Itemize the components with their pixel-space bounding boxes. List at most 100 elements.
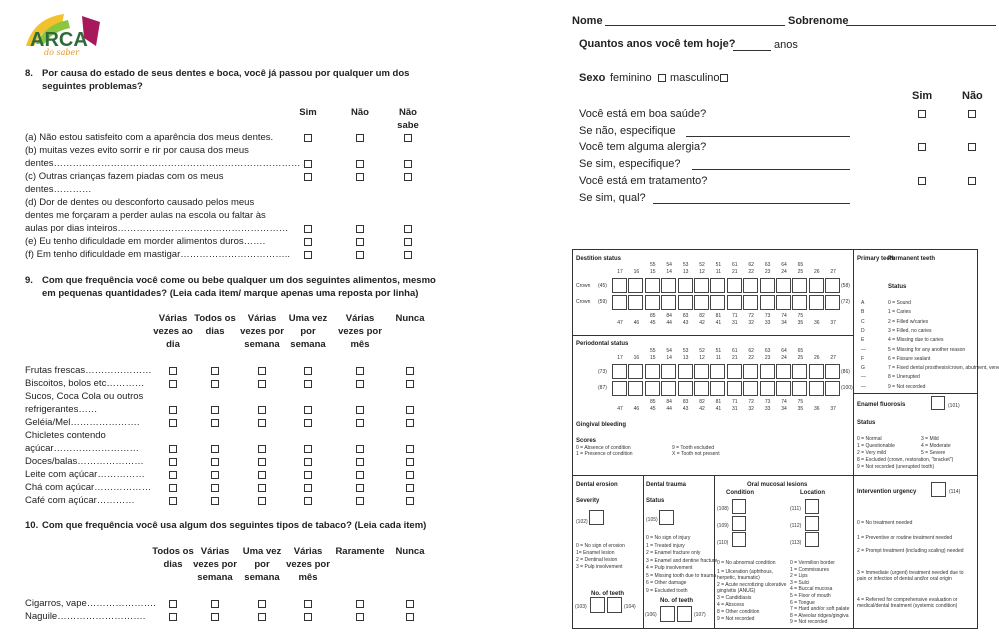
tooth-input-box[interactable]	[661, 294, 677, 310]
checkbox[interactable]	[356, 419, 364, 427]
feminino-checkbox[interactable]	[658, 74, 666, 82]
checkbox[interactable]	[304, 484, 312, 492]
location-input-box[interactable]	[805, 515, 819, 531]
tooth-count-box[interactable]	[590, 597, 605, 613]
checkbox[interactable]	[304, 445, 312, 453]
checkbox[interactable]	[404, 160, 412, 168]
checkbox[interactable]	[406, 600, 414, 608]
checkbox[interactable]	[406, 380, 414, 388]
checkbox[interactable]	[356, 225, 364, 233]
location-input-box[interactable]	[805, 499, 819, 514]
checkbox[interactable]	[356, 160, 364, 168]
checkbox[interactable]	[169, 600, 177, 608]
tooth-input-box[interactable]	[612, 380, 627, 396]
checkbox[interactable]	[304, 613, 312, 621]
sobrenome-field[interactable]	[846, 13, 996, 26]
checkbox[interactable]	[258, 497, 266, 505]
condition-input-box[interactable]	[732, 515, 746, 531]
checkbox[interactable]	[404, 173, 412, 181]
tooth-input-box[interactable]	[759, 380, 775, 396]
tooth-input-box[interactable]	[743, 294, 759, 310]
checkbox[interactable]	[169, 419, 177, 427]
checkbox[interactable]	[258, 380, 266, 388]
checkbox[interactable]	[211, 406, 219, 414]
checkbox[interactable]	[211, 367, 219, 375]
tooth-input-box[interactable]	[825, 364, 841, 379]
checkbox[interactable]	[356, 600, 364, 608]
condition-input-box[interactable]	[732, 532, 746, 547]
checkbox[interactable]	[356, 458, 364, 466]
checkbox[interactable]	[211, 458, 219, 466]
tooth-input-box[interactable]	[628, 380, 644, 396]
sim-checkbox[interactable]	[918, 176, 926, 185]
checkbox[interactable]	[211, 613, 219, 621]
tooth-input-box[interactable]	[628, 278, 644, 293]
checkbox[interactable]	[304, 251, 312, 259]
answer-field[interactable]	[686, 124, 850, 137]
tooth-input-box[interactable]	[759, 364, 775, 379]
checkbox[interactable]	[258, 471, 266, 479]
tooth-input-box[interactable]	[644, 294, 660, 310]
checkbox[interactable]	[356, 134, 364, 142]
checkbox[interactable]	[304, 134, 312, 142]
tooth-input-box[interactable]	[612, 278, 627, 293]
tooth-input-box[interactable]	[694, 278, 709, 293]
masculino-checkbox[interactable]	[720, 74, 728, 82]
checkbox[interactable]	[356, 238, 364, 246]
tooth-input-box[interactable]	[694, 380, 709, 396]
tooth-input-box[interactable]	[726, 364, 742, 379]
checkbox[interactable]	[304, 497, 312, 505]
tooth-input-box[interactable]	[825, 294, 841, 310]
tooth-input-box[interactable]	[776, 278, 791, 293]
tooth-input-box[interactable]	[743, 364, 759, 379]
tooth-count-box[interactable]	[677, 606, 692, 622]
tooth-input-box[interactable]	[677, 294, 693, 310]
answer-field[interactable]	[692, 157, 850, 171]
checkbox[interactable]	[211, 471, 219, 479]
checkbox[interactable]	[169, 497, 177, 505]
tooth-input-box[interactable]	[825, 278, 841, 293]
tooth-input-box[interactable]	[677, 278, 693, 293]
tooth-input-box[interactable]	[808, 278, 824, 293]
checkbox[interactable]	[406, 613, 414, 621]
tooth-input-box[interactable]	[776, 364, 791, 379]
sim-checkbox[interactable]	[918, 110, 926, 118]
checkbox[interactable]	[356, 471, 364, 479]
checkbox[interactable]	[356, 497, 364, 505]
age-field[interactable]	[733, 38, 771, 51]
trauma-input-box[interactable]	[659, 510, 674, 525]
checkbox[interactable]	[406, 367, 414, 375]
location-input-box[interactable]	[805, 532, 819, 547]
checkbox[interactable]	[304, 600, 312, 608]
checkbox[interactable]	[304, 419, 312, 427]
checkbox[interactable]	[304, 173, 312, 181]
tooth-input-box[interactable]	[710, 364, 726, 379]
checkbox[interactable]	[304, 406, 312, 414]
checkbox[interactable]	[304, 458, 312, 466]
tooth-input-box[interactable]	[808, 294, 824, 310]
checkbox[interactable]	[406, 458, 414, 466]
checkbox[interactable]	[211, 380, 219, 388]
checkbox[interactable]	[169, 471, 177, 479]
checkbox[interactable]	[169, 380, 177, 388]
tooth-input-box[interactable]	[792, 294, 808, 310]
checkbox[interactable]	[406, 497, 414, 505]
tooth-input-box[interactable]	[792, 380, 808, 396]
checkbox[interactable]	[406, 406, 414, 414]
checkbox[interactable]	[169, 613, 177, 621]
tooth-input-box[interactable]	[677, 380, 693, 396]
nao-checkbox[interactable]	[968, 110, 976, 118]
nao-checkbox[interactable]	[968, 143, 976, 152]
checkbox[interactable]	[169, 445, 177, 453]
tooth-input-box[interactable]	[644, 380, 660, 396]
erosion-input-box[interactable]	[589, 510, 604, 525]
checkbox[interactable]	[304, 225, 312, 233]
checkbox[interactable]	[404, 134, 412, 142]
tooth-input-box[interactable]	[776, 294, 791, 310]
nao-checkbox[interactable]	[968, 176, 976, 185]
checkbox[interactable]	[356, 406, 364, 414]
tooth-input-box[interactable]	[726, 278, 742, 293]
checkbox[interactable]	[169, 406, 177, 414]
tooth-input-box[interactable]	[710, 278, 726, 293]
checkbox[interactable]	[304, 367, 312, 375]
